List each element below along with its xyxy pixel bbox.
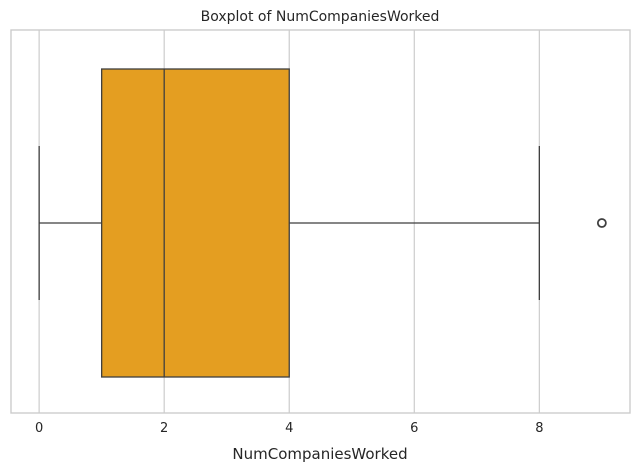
plot-frame	[10, 29, 631, 414]
chart-title: Boxplot of NumCompaniesWorked	[201, 9, 440, 25]
iqr-box	[101, 68, 290, 378]
x-tick-label-2: 2	[160, 421, 168, 436]
x-tick-label-0: 0	[35, 421, 43, 436]
x-tick-label-4: 4	[285, 421, 293, 436]
outlier-point-0	[596, 218, 607, 228]
x-tick-label-8: 8	[535, 421, 543, 436]
plot-area	[38, 68, 607, 378]
x-axis-label: NumCompaniesWorked	[232, 445, 407, 463]
x-axis-ticks: 0 2 4 6 8	[35, 421, 543, 436]
x-tick-label-6: 6	[410, 421, 418, 436]
